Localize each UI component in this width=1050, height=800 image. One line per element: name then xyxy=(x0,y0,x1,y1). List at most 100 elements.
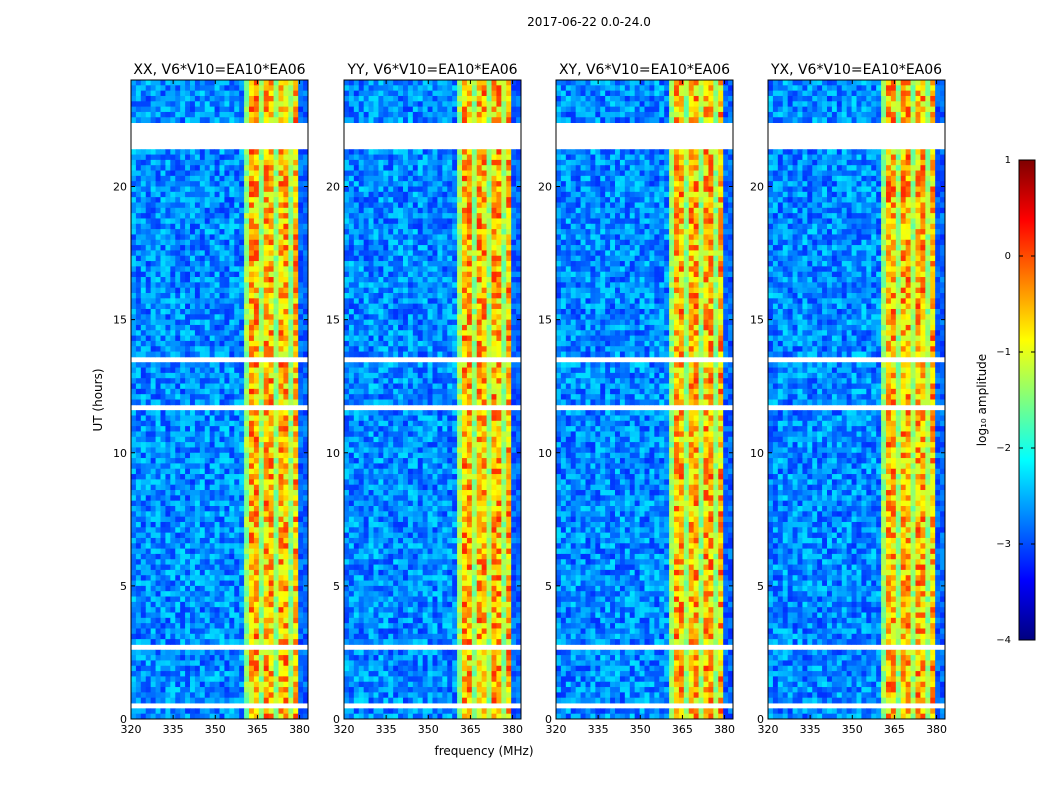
heatmap-cell xyxy=(288,101,294,108)
heatmap-cell xyxy=(457,186,463,193)
heatmap-cell xyxy=(263,431,270,438)
heatmap-cell xyxy=(268,218,274,225)
heatmap-cell xyxy=(268,229,274,235)
heatmap-cell xyxy=(293,612,299,619)
heatmap-cell xyxy=(219,596,225,603)
heatmap-cell xyxy=(516,197,522,203)
heatmap-cell xyxy=(209,580,215,587)
heatmap-cell xyxy=(204,394,211,400)
heatmap-cell xyxy=(224,500,230,507)
heatmap-cell xyxy=(194,660,201,667)
heatmap-cell xyxy=(239,80,245,86)
heatmap-cell xyxy=(234,708,240,715)
heatmap-cell xyxy=(165,585,171,592)
heatmap-cell xyxy=(452,218,458,225)
heatmap-cell xyxy=(214,490,220,496)
heatmap-cell xyxy=(358,186,365,193)
heatmap-cell xyxy=(155,692,161,699)
heatmap-cell xyxy=(516,223,522,230)
heatmap-cell xyxy=(194,415,201,422)
heatmap-cell xyxy=(214,575,220,581)
heatmap-cell xyxy=(145,442,152,448)
heatmap-cell xyxy=(219,282,225,289)
heatmap-cell xyxy=(150,479,156,486)
heatmap-cell xyxy=(278,388,284,395)
heatmap-cell xyxy=(293,553,299,560)
heatmap-cell xyxy=(263,601,270,608)
heatmap-cell xyxy=(190,95,196,102)
heatmap-cell xyxy=(175,596,181,603)
heatmap-cell xyxy=(175,628,181,635)
heatmap-cell xyxy=(155,362,161,368)
heatmap-cell xyxy=(180,287,186,294)
heatmap-cell xyxy=(175,165,181,171)
heatmap-cell xyxy=(278,713,284,720)
heatmap-cell xyxy=(140,80,147,86)
heatmap-cell xyxy=(160,490,166,496)
heatmap-cell xyxy=(268,575,274,581)
heatmap-cell xyxy=(214,234,220,241)
heatmap-cell xyxy=(170,559,176,565)
heatmap-cell xyxy=(180,303,186,310)
heatmap-cell xyxy=(293,580,299,587)
heatmap-cell xyxy=(214,553,220,560)
heatmap-cell xyxy=(219,607,225,613)
heatmap-cell xyxy=(229,612,235,619)
heatmap-cell xyxy=(249,175,255,182)
heatmap-cell xyxy=(140,351,147,358)
heatmap-cell xyxy=(278,692,284,699)
heatmap-cell xyxy=(224,527,230,534)
heatmap-cell xyxy=(190,101,196,108)
heatmap-cell xyxy=(263,85,270,92)
heatmap-cell xyxy=(283,282,289,289)
heatmap-cell xyxy=(175,548,181,555)
heatmap-cell xyxy=(373,186,379,193)
heatmap-cell xyxy=(219,239,225,246)
heatmap-cell xyxy=(150,569,156,576)
heatmap-cell xyxy=(180,713,186,720)
heatmap-cell xyxy=(462,207,468,214)
heatmap-cell xyxy=(155,250,161,257)
heatmap-cell xyxy=(224,229,230,235)
heatmap-cell xyxy=(239,106,245,113)
heatmap-cell xyxy=(511,165,517,171)
heatmap-cell xyxy=(175,713,181,720)
heatmap-cell xyxy=(135,458,142,464)
heatmap-cell xyxy=(145,500,152,507)
heatmap-cell xyxy=(214,516,220,523)
heatmap-cell xyxy=(288,426,294,432)
heatmap-cell xyxy=(258,293,265,299)
heatmap-cell xyxy=(258,170,265,177)
heatmap-cell xyxy=(298,516,304,523)
heatmap-cell xyxy=(224,623,230,629)
heatmap-cell xyxy=(219,197,225,203)
heatmap-cell xyxy=(378,245,384,251)
heatmap-cell xyxy=(190,229,196,235)
heatmap-cell xyxy=(398,154,404,161)
heatmap-cell xyxy=(185,639,191,645)
heatmap-cell xyxy=(398,223,404,230)
heatmap-cell xyxy=(160,655,166,661)
heatmap-cell xyxy=(229,340,235,347)
heatmap-cell xyxy=(398,106,404,113)
heatmap-cell xyxy=(278,234,284,241)
heatmap-cell xyxy=(194,346,201,352)
heatmap-cell xyxy=(403,154,409,161)
heatmap-cell xyxy=(234,559,240,565)
heatmap-cell xyxy=(190,218,196,225)
heatmap-cell xyxy=(249,324,255,331)
heatmap-cell xyxy=(180,601,186,608)
heatmap-cell xyxy=(165,234,171,241)
heatmap-cell xyxy=(160,378,166,384)
heatmap-cell xyxy=(298,708,304,715)
heatmap-cell xyxy=(422,101,428,108)
heatmap-cell xyxy=(190,367,196,374)
heatmap-cell xyxy=(268,330,274,336)
heatmap-cell xyxy=(258,516,265,523)
heatmap-cell xyxy=(496,213,502,219)
heatmap-cell xyxy=(263,186,270,193)
heatmap-cell xyxy=(229,181,235,187)
heatmap-cell xyxy=(160,367,166,374)
heatmap-cell xyxy=(214,261,220,267)
heatmap-cell xyxy=(234,367,240,374)
